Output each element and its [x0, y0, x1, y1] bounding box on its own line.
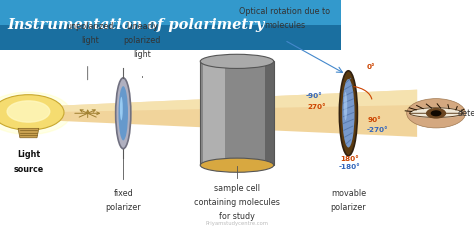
FancyBboxPatch shape: [0, 0, 341, 50]
Text: source: source: [13, 165, 44, 174]
Text: -90°: -90°: [306, 93, 322, 99]
Text: -270°: -270°: [366, 127, 388, 133]
Text: 90°: 90°: [367, 117, 381, 123]
Ellipse shape: [118, 86, 128, 140]
Text: light: light: [133, 50, 151, 59]
Text: unpolarized: unpolarized: [66, 22, 114, 31]
Text: polarized: polarized: [124, 36, 161, 45]
Text: 0°: 0°: [366, 64, 375, 70]
Text: fixed: fixed: [113, 189, 133, 198]
Circle shape: [0, 92, 71, 135]
Text: Priyamstudycentre.com: Priyamstudycentre.com: [206, 220, 268, 226]
Text: polarizer: polarizer: [330, 203, 366, 212]
Text: 270°: 270°: [307, 104, 326, 110]
Ellipse shape: [200, 158, 274, 172]
Ellipse shape: [344, 92, 347, 120]
Polygon shape: [47, 90, 417, 112]
FancyBboxPatch shape: [202, 61, 225, 165]
Ellipse shape: [116, 78, 131, 149]
Circle shape: [407, 99, 465, 128]
Ellipse shape: [342, 79, 355, 148]
Text: polarizer: polarizer: [105, 203, 141, 212]
Ellipse shape: [339, 71, 357, 156]
Text: Optical rotation due to: Optical rotation due to: [239, 7, 330, 16]
Text: molecules: molecules: [264, 21, 305, 30]
Text: -180°: -180°: [338, 164, 360, 170]
Text: containing molecules: containing molecules: [194, 198, 280, 207]
Ellipse shape: [120, 97, 123, 120]
Circle shape: [427, 109, 446, 118]
Polygon shape: [410, 108, 463, 117]
FancyBboxPatch shape: [265, 61, 274, 165]
Text: detector: detector: [457, 109, 474, 118]
Circle shape: [7, 101, 50, 122]
Text: light: light: [81, 36, 99, 45]
Text: movable: movable: [331, 189, 366, 198]
Polygon shape: [47, 90, 417, 137]
Text: Linearly: Linearly: [126, 22, 158, 31]
Circle shape: [0, 95, 64, 130]
Text: 180°: 180°: [340, 156, 359, 162]
Text: Light: Light: [17, 150, 40, 159]
FancyBboxPatch shape: [0, 0, 341, 25]
Text: sample cell: sample cell: [214, 184, 260, 193]
FancyBboxPatch shape: [200, 61, 274, 165]
Circle shape: [431, 111, 441, 116]
Text: for study: for study: [219, 212, 255, 221]
Text: Instrumentation of polarimetry: Instrumentation of polarimetry: [7, 18, 264, 32]
Ellipse shape: [200, 54, 274, 68]
Polygon shape: [18, 128, 39, 138]
